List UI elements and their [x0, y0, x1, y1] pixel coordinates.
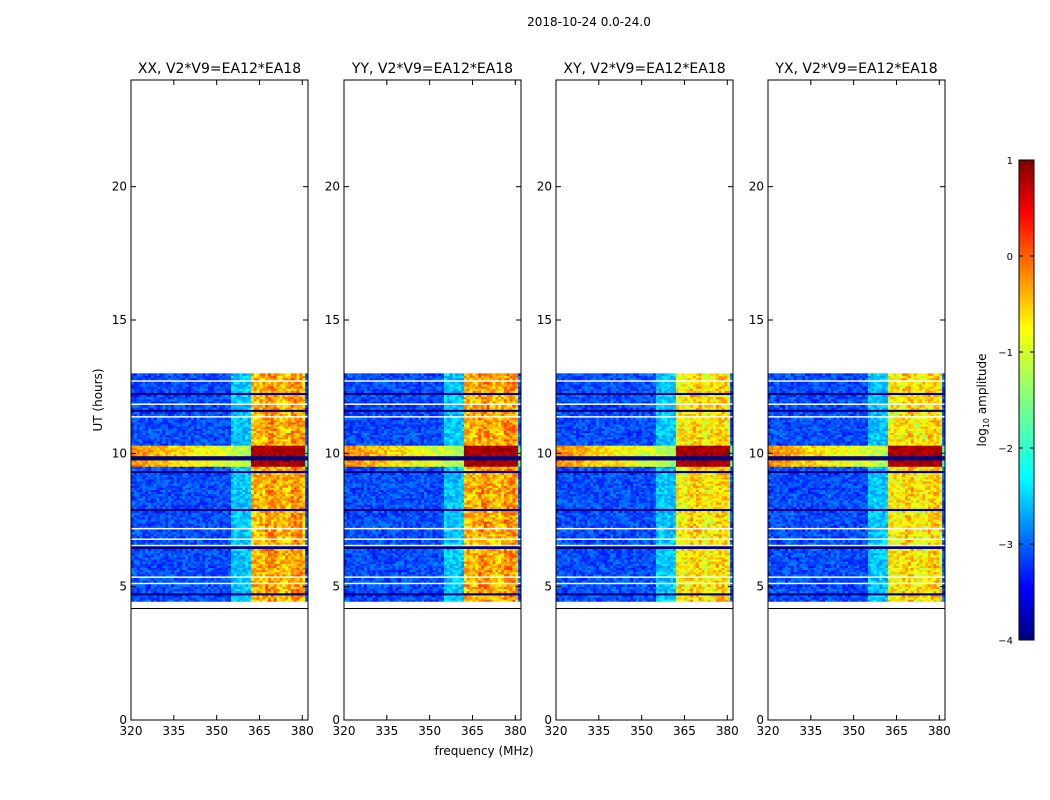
colorbar-tick-label: −3: [998, 540, 1013, 551]
x-tick-label: 350: [842, 724, 865, 738]
panel-frame: [555, 79, 734, 721]
panels-group: XX, V2*V9=EA12*EA18 320 335 350 365 380 0 5 10 15…: [112, 61, 951, 738]
x-tick-label: 365: [461, 724, 484, 738]
colorbar-label-prefix: log: [975, 428, 989, 446]
colorbar-tick-label: −1: [998, 348, 1013, 359]
y-tick-label: 20: [325, 180, 340, 194]
panel-xx: XX, V2*V9=EA12*EA18 320 335 350 365 380 0 5 10 15…: [112, 61, 314, 738]
x-tick-label: 380: [928, 724, 951, 738]
colorbar-tick-label: 1: [1007, 156, 1013, 167]
x-tick-label: 380: [716, 724, 739, 738]
x-tick-label: 380: [504, 724, 527, 738]
panel-xy: XY, V2*V9=EA12*EA18 320 335 350 365 380 0 5 10 15…: [537, 61, 739, 738]
y-tick-label: 10: [537, 446, 552, 460]
y-tick-label: 10: [325, 446, 340, 460]
y-tick-label: 10: [112, 446, 127, 460]
y-tick-label: 0: [756, 713, 764, 727]
x-tick-label: 380: [291, 724, 314, 738]
heatmap-xy: [556, 373, 733, 602]
panel-title: YX, V2*V9=EA12*EA18: [774, 61, 937, 77]
x-tick-label: 335: [375, 724, 398, 738]
x-tick-label: 350: [418, 724, 441, 738]
y-tick-label: 15: [537, 313, 552, 327]
x-tick-label: 335: [162, 724, 185, 738]
colorbar-gradient: [1018, 159, 1035, 641]
x-axis-label: frequency (MHz): [434, 744, 533, 758]
y-tick-label: 15: [325, 313, 340, 327]
x-tick-label: 320: [120, 724, 143, 738]
x-tick-label: 320: [545, 724, 568, 738]
x-tick-label: 350: [205, 724, 228, 738]
figure-suptitle: 2018-10-24 0.0-24.0: [527, 15, 651, 29]
x-tick-label: 365: [885, 724, 908, 738]
x-tick-label: 365: [248, 724, 271, 738]
panel-title: YY, V2*V9=EA12*EA18: [351, 61, 513, 77]
heatmap-yy: [344, 373, 521, 602]
y-tick-label: 0: [544, 713, 552, 727]
panel-title: XY, V2*V9=EA12*EA18: [563, 61, 725, 77]
y-tick-label: 5: [544, 580, 552, 594]
colorbar-label-subscript: 10: [982, 418, 991, 428]
x-tick-label: 335: [799, 724, 822, 738]
y-axis-label: UT (hours): [91, 368, 105, 431]
heatmap-yx: [768, 373, 945, 602]
panel-yy: YY, V2*V9=EA12*EA18 320 335 350 365 380 0 5 10 15…: [325, 61, 527, 738]
x-tick-label: 320: [757, 724, 780, 738]
y-tick-label: 10: [749, 446, 764, 460]
y-tick-label: 20: [537, 180, 552, 194]
y-tick-label: 20: [112, 180, 127, 194]
x-tick-label: 350: [630, 724, 653, 738]
y-tick-label: 20: [749, 180, 764, 194]
colorbar-tick-label: −4: [998, 636, 1013, 647]
colorbar-ticks: 1 0 −1 −2 −3 −4: [998, 156, 1034, 647]
colorbar-label: log10 amplitude: [975, 354, 991, 447]
panel-frame: [130, 79, 309, 721]
y-tick-label: 5: [756, 580, 764, 594]
x-tick-label: 365: [673, 724, 696, 738]
panel-frame: [343, 79, 522, 721]
y-tick-label: 15: [749, 313, 764, 327]
x-tick-label: 320: [333, 724, 356, 738]
heatmap-xx: [131, 373, 308, 602]
panel-yx: YX, V2*V9=EA12*EA18 320 335 350 365 380 0 5 10 15…: [749, 61, 951, 738]
panel-title: XX, V2*V9=EA12*EA18: [138, 61, 301, 77]
y-tick-label: 5: [119, 580, 127, 594]
x-tick-label: 335: [587, 724, 610, 738]
colorbar: 10−1−2−3−4 log10 amplitude: [975, 156, 1035, 647]
colorbar-tick-label: 0: [1007, 252, 1013, 263]
colorbar-tick-label: −2: [998, 444, 1013, 455]
colorbar-label-suffix: amplitude: [975, 354, 989, 418]
y-tick-label: 15: [112, 313, 127, 327]
panel-frame: [767, 79, 946, 721]
y-tick-label: 5: [332, 580, 340, 594]
y-tick-label: 0: [119, 713, 127, 727]
y-tick-label: 0: [332, 713, 340, 727]
